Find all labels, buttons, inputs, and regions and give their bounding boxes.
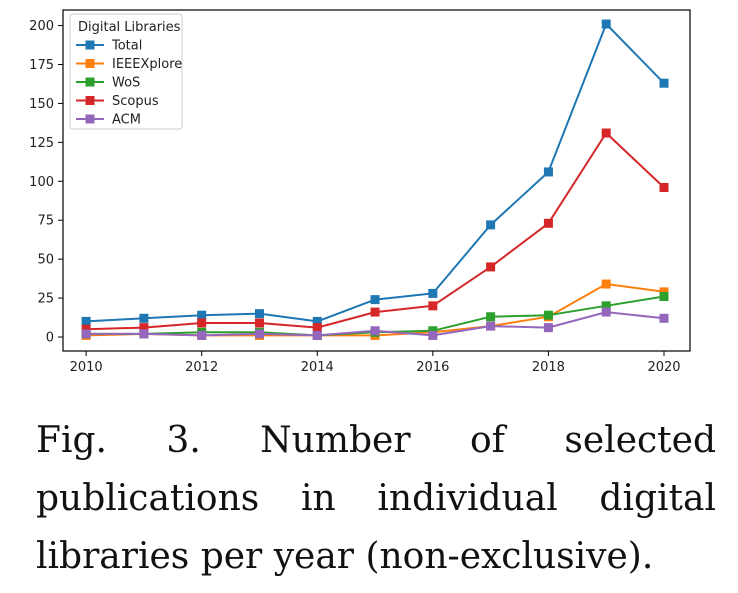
data-point-scopus — [486, 262, 496, 272]
legend-swatch-marker — [85, 59, 95, 68]
y-tick-label: 125 — [29, 136, 54, 151]
legend-label: IEEEXplore — [112, 57, 182, 72]
data-point-total — [428, 288, 438, 298]
data-point-total — [197, 310, 207, 320]
data-point-scopus — [81, 324, 91, 334]
y-tick-label: 200 — [29, 19, 54, 34]
legend-item-acm: ACM — [76, 113, 141, 128]
data-point-scopus — [543, 218, 553, 228]
legend-swatch-marker — [85, 77, 95, 87]
data-point-scopus — [659, 183, 669, 193]
data-point-total — [312, 316, 322, 326]
legend-label: WoS — [112, 76, 140, 91]
legend-item-total: Total — [76, 39, 142, 54]
data-point-acm — [312, 330, 322, 340]
series-scopus — [81, 128, 669, 334]
series-acm — [81, 307, 669, 340]
data-point-scopus — [254, 318, 264, 328]
y-tick-label: 0 — [46, 330, 54, 345]
data-point-acm — [543, 323, 553, 333]
x-tick-label: 2018 — [532, 360, 565, 375]
data-point-ieeexplore — [659, 287, 669, 297]
data-point-acm — [659, 313, 669, 323]
data-point-total — [601, 19, 611, 29]
legend-label: Total — [111, 39, 142, 54]
legend: Digital Libraries Total IEEEXplore WoS Scop… — [69, 13, 183, 130]
x-tick-label: 2012 — [185, 360, 218, 375]
data-point-acm — [139, 329, 149, 339]
y-axis: 0 25 50 75 100 125 150 175 200 — [29, 19, 63, 345]
data-point-scopus — [139, 323, 149, 333]
data-point-wos — [601, 301, 611, 311]
data-point-scopus — [370, 307, 380, 317]
y-tick-label: 75 — [37, 214, 54, 229]
y-tick-label: 25 — [37, 292, 54, 307]
x-tick-label: 2014 — [301, 360, 334, 375]
data-point-ieeexplore — [601, 279, 611, 289]
data-point-acm — [81, 329, 91, 339]
data-point-wos — [659, 292, 669, 302]
legend-label: ACM — [112, 113, 141, 128]
legend-label: Scopus — [112, 94, 159, 109]
legend-item-ieeexplore: IEEEXplore — [76, 57, 182, 72]
legend-swatch-marker — [85, 96, 95, 105]
y-tick-label: 150 — [29, 97, 54, 112]
data-point-scopus — [312, 323, 322, 333]
y-tick-label: 50 — [37, 253, 54, 268]
data-point-scopus — [601, 128, 611, 138]
data-point-wos — [543, 310, 553, 320]
data-point-acm — [254, 329, 264, 339]
data-point-acm — [197, 330, 207, 340]
data-point-scopus — [197, 318, 207, 328]
legend-swatch-marker — [85, 40, 95, 50]
data-point-total — [370, 295, 380, 305]
data-point-acm — [486, 321, 496, 331]
data-point-total — [81, 316, 91, 326]
plot-frame — [62, 9, 691, 352]
y-tick-label: 100 — [29, 175, 54, 190]
legend-title: Digital Libraries — [78, 20, 181, 35]
series-total — [81, 19, 669, 326]
x-tick-label: 2020 — [647, 360, 680, 375]
line-chart: 2010 2012 2014 2016 2018 2020 0 25 50 75 100 125 15… — [29, 9, 691, 375]
legend-swatch-marker — [85, 114, 95, 124]
data-point-total — [486, 220, 496, 230]
x-axis: 2010 2012 2014 2016 2018 2020 — [70, 351, 681, 375]
data-point-total — [254, 309, 264, 319]
x-tick-label: 2016 — [416, 360, 449, 375]
legend-item-scopus: Scopus — [76, 94, 159, 109]
data-point-acm — [428, 330, 438, 340]
y-tick-label: 175 — [29, 58, 54, 73]
data-point-wos — [486, 312, 496, 322]
data-point-acm — [370, 326, 380, 336]
data-point-scopus — [428, 301, 438, 311]
data-point-acm — [601, 307, 611, 317]
data-point-wos — [428, 326, 438, 336]
data-point-total — [659, 78, 669, 88]
data-point-total — [139, 313, 149, 323]
series-layer — [81, 19, 669, 340]
figure-caption: Fig. 3. Number of selected publications … — [36, 420, 716, 577]
x-tick-label: 2010 — [70, 360, 103, 375]
data-point-total — [543, 167, 553, 177]
legend-item-wos: WoS — [76, 76, 140, 91]
